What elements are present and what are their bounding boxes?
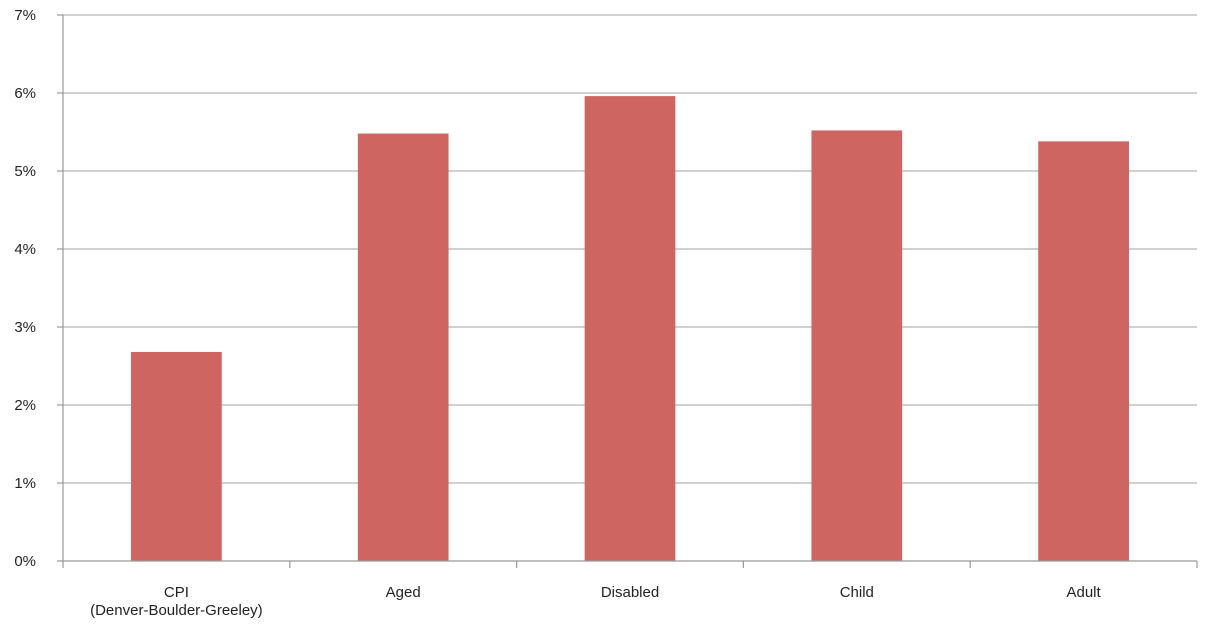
x-category-label: Aged bbox=[386, 584, 421, 601]
bar bbox=[131, 351, 222, 561]
y-tick-label: 0% bbox=[14, 553, 36, 570]
y-tick-label: 6% bbox=[14, 85, 36, 102]
y-tick-label: 3% bbox=[14, 319, 36, 336]
bar bbox=[584, 96, 676, 562]
y-tick-label: 4% bbox=[14, 241, 36, 258]
y-tick-label: 2% bbox=[14, 397, 36, 414]
x-category-label: Disabled bbox=[601, 584, 659, 601]
bar bbox=[1038, 141, 1129, 562]
x-category-label: CPI (Denver-Boulder-Greeley) bbox=[90, 584, 263, 619]
bar bbox=[357, 133, 449, 561]
bar bbox=[811, 130, 903, 561]
y-tick-label: 5% bbox=[14, 163, 36, 180]
bars bbox=[131, 96, 1129, 562]
axes bbox=[62, 15, 1198, 568]
y-axis-tick-labels: 0% 1% 2% 3% 4% 5% 6% 7% bbox=[14, 7, 36, 570]
x-category-label: Adult bbox=[1066, 584, 1101, 601]
x-category-label: Child bbox=[840, 584, 874, 601]
y-tick-label: 7% bbox=[14, 7, 36, 24]
x-axis-category-labels: CPI (Denver-Boulder-Greeley) Aged Disabled C… bbox=[90, 584, 1101, 619]
y-tick-label: 1% bbox=[14, 475, 36, 492]
